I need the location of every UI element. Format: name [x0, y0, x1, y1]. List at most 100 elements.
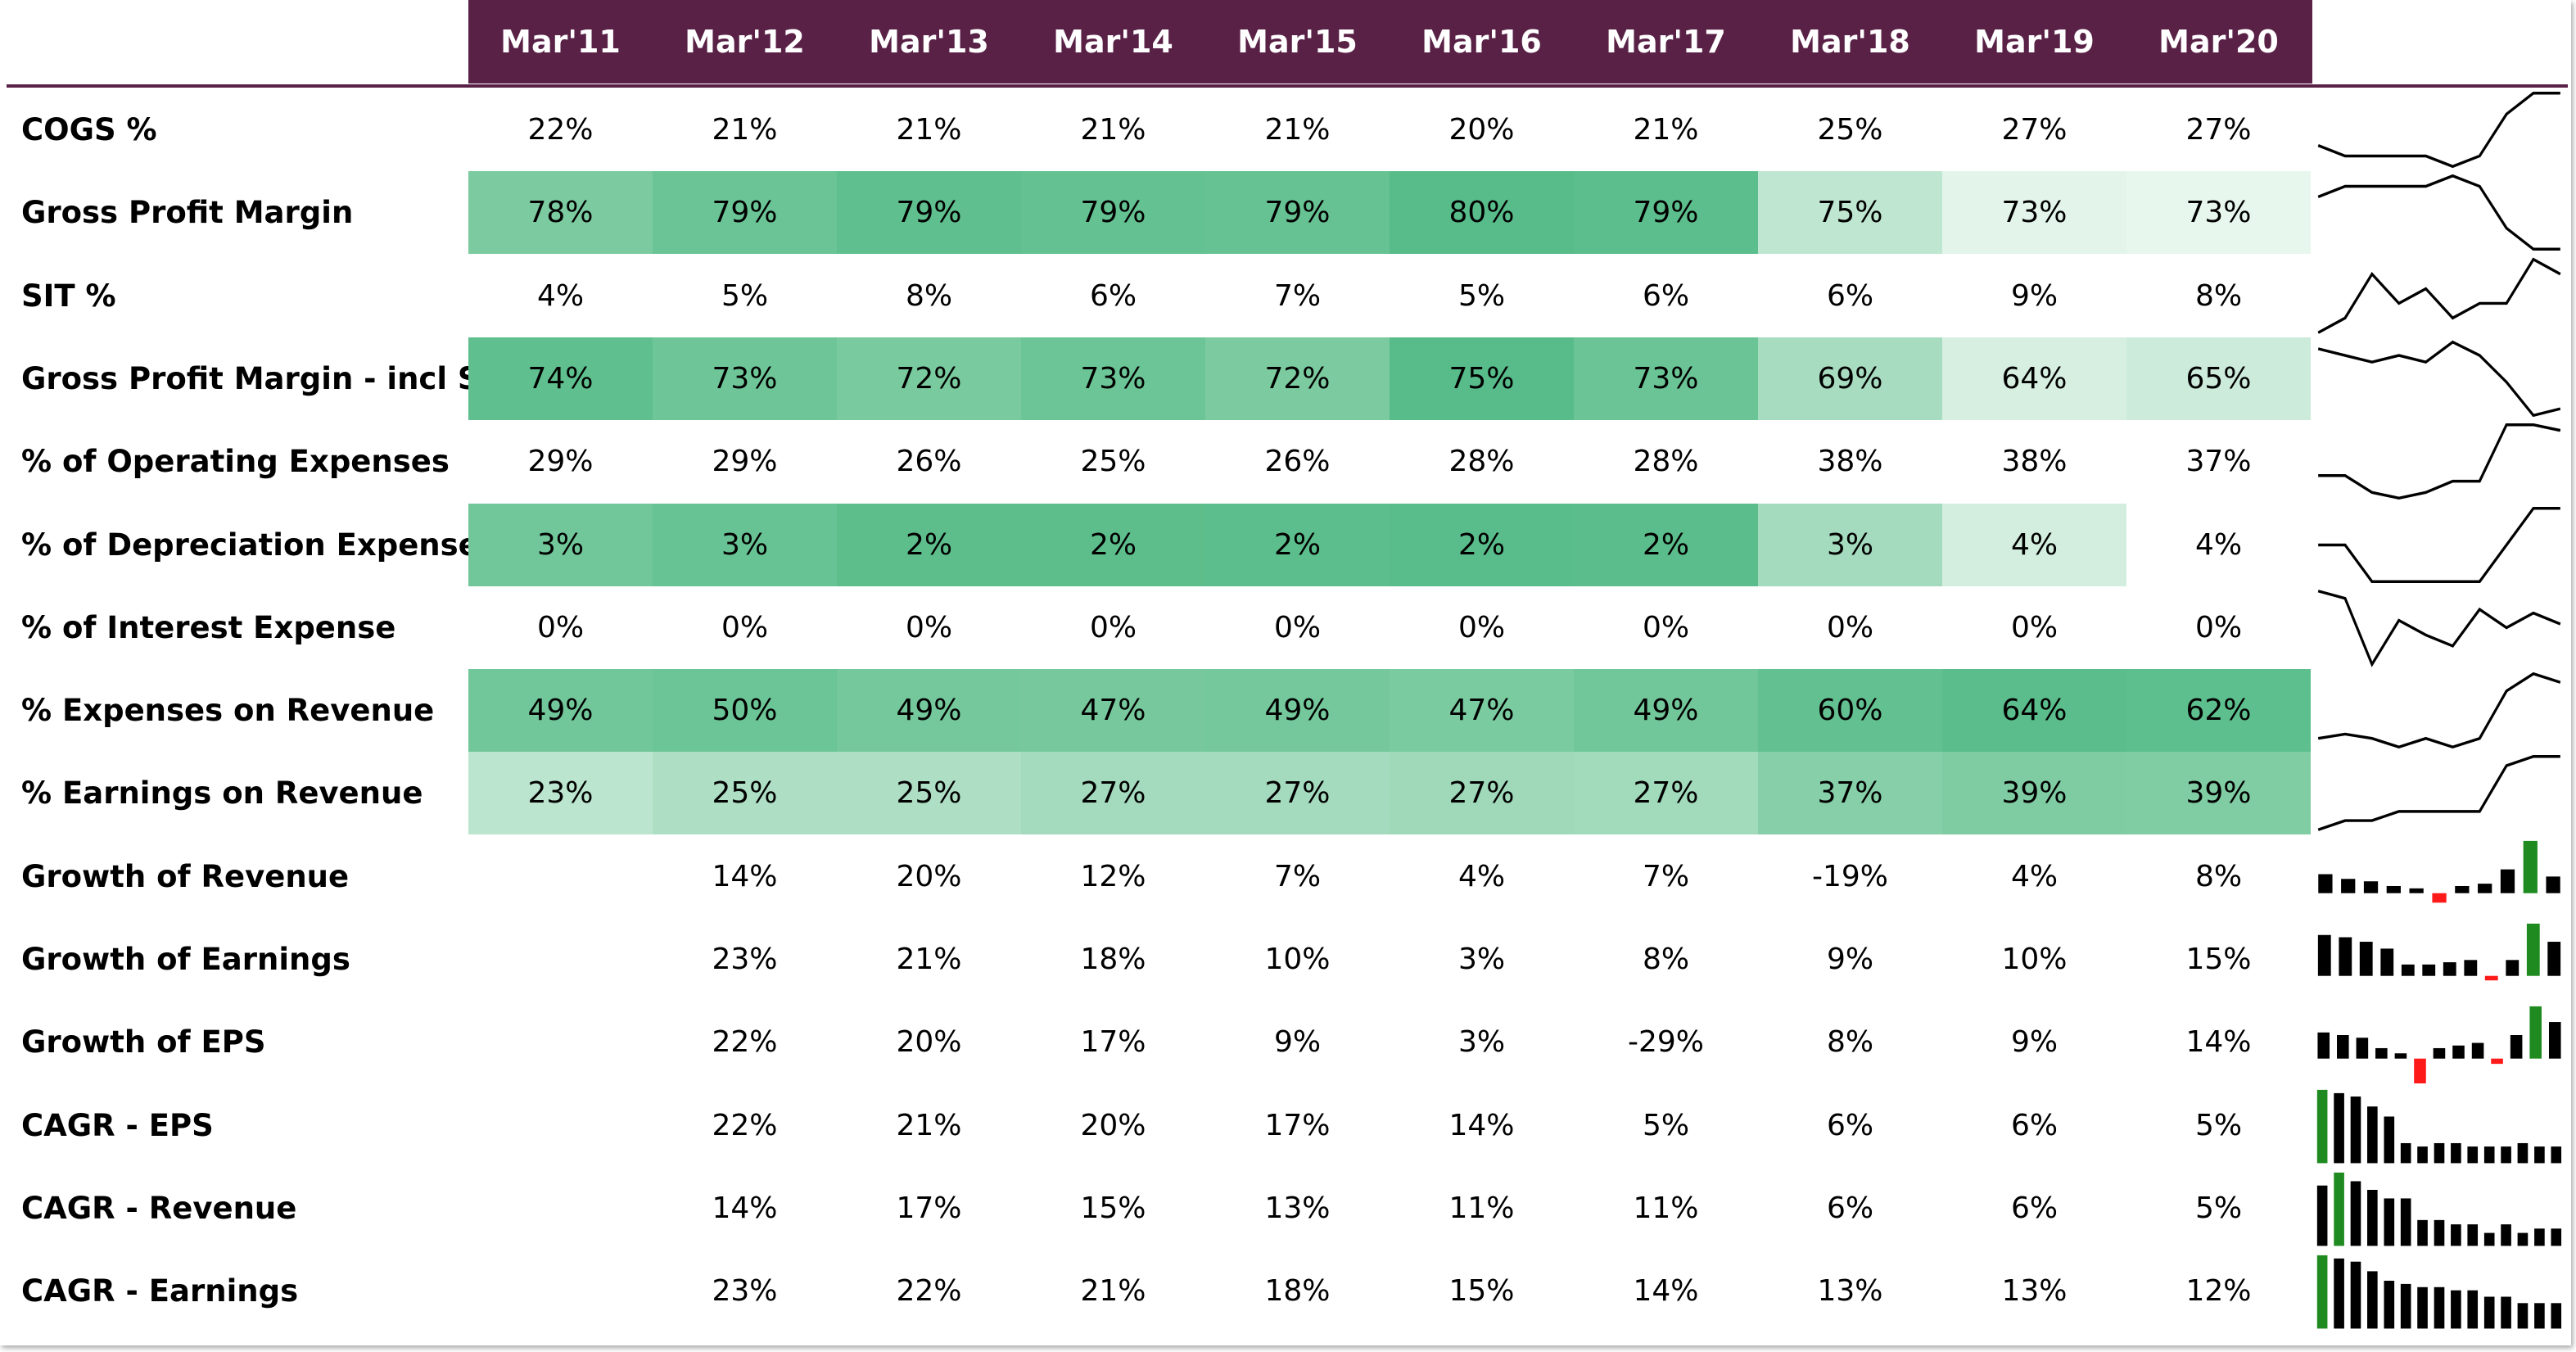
sparkline-bar [2484, 975, 2498, 981]
row-label: % of Depreciation Expense [21, 527, 479, 563]
value-cell: 80% [1390, 171, 1574, 255]
value-cell: 18% [1080, 943, 1146, 976]
sparkline-bar [2384, 1281, 2395, 1329]
value-cell: 9% [1826, 943, 1874, 976]
value-cell: 22% [527, 113, 594, 147]
value-cell: 73% [1942, 171, 2126, 255]
value-cell [468, 918, 653, 1001]
value-cell: 23% [712, 1274, 778, 1309]
sparkline-bar [2546, 876, 2560, 893]
value-cell: 38% [1817, 445, 1883, 479]
table-row: % of Depreciation Expense 3% 3% 2% 2% 2% 2% 2% 3… [0, 503, 2571, 586]
sparkline-path [2317, 257, 2561, 334]
sparkline-bar [2434, 1286, 2445, 1329]
sparkline-bar [2334, 1258, 2344, 1329]
sparkline-bar [2510, 1035, 2523, 1059]
value-cell: 7% [1642, 859, 1690, 893]
value-cell: 26% [896, 445, 962, 479]
sparkline-bar [2451, 1142, 2461, 1164]
value-cell: 15% [1448, 1274, 1515, 1309]
sparkline-bar [2471, 1042, 2484, 1059]
column-header-month: Mar'17 [1606, 24, 1726, 60]
value-cell: 27% [1205, 752, 1390, 835]
value-cell: 7% [1273, 278, 1322, 313]
sparkline-bar [2478, 883, 2492, 893]
value-cell: 0% [2010, 610, 2059, 644]
value-cell: 49% [1205, 669, 1390, 753]
value-cell: 15% [1080, 1191, 1146, 1225]
value-cell: 17% [1080, 1025, 1146, 1060]
value-cell: 9% [1273, 1025, 1322, 1060]
value-cell: 4% [2194, 527, 2243, 562]
value-cell: 13% [1264, 1191, 1331, 1225]
value-cell: 10% [1264, 943, 1331, 976]
value-cell: 39% [1942, 752, 2126, 835]
sparkline-bar [2356, 1038, 2369, 1059]
value-cell: 25% [1817, 113, 1883, 147]
value-cell: 4% [536, 278, 585, 313]
value-cell: 20% [896, 859, 962, 893]
sparkline-bar [2551, 1146, 2562, 1164]
sparkline-bar [2316, 1185, 2328, 1246]
sparkline-bar [2483, 1296, 2495, 1329]
value-cell: 37% [1758, 752, 1942, 835]
sparkline-bar [2317, 1033, 2330, 1059]
value-cell: 0% [536, 610, 585, 644]
value-cell: 3% [1758, 503, 1942, 586]
value-cell: 8% [2194, 278, 2243, 313]
row-label: % of Operating Expenses [21, 444, 450, 480]
sparkbar-chart [2316, 1255, 2562, 1329]
sparkline-chart [2317, 174, 2560, 251]
value-cell: 22% [896, 1274, 962, 1309]
value-cell: 3% [1457, 943, 1506, 976]
sparkline-bar [2433, 1048, 2446, 1059]
sparkline-bar [2394, 1053, 2407, 1059]
sparkline-bar [2451, 1290, 2461, 1329]
value-cell: 27% [1390, 752, 1574, 835]
value-cell [468, 1001, 653, 1083]
value-cell: 8% [1642, 943, 1690, 976]
value-cell: 20% [1448, 113, 1515, 147]
sparkline-bar [2467, 1224, 2479, 1246]
value-cell: 6% [2010, 1191, 2059, 1225]
value-cell: 47% [1390, 669, 1574, 753]
row-label: Growth of EPS [21, 1024, 266, 1060]
value-cell: 6% [1642, 278, 1690, 313]
sparkline-bar [2529, 1006, 2542, 1059]
column-header-month: Mar'15 [1237, 24, 1358, 60]
sparkline-bar [2534, 1146, 2545, 1164]
sparkline-bar [2534, 1228, 2545, 1246]
sparkline-path [2317, 589, 2561, 667]
value-cell: 3% [653, 503, 837, 586]
sparkline-chart [2317, 340, 2561, 418]
sparkbar-chart [2316, 1089, 2562, 1164]
sparkline-bar [2400, 1142, 2411, 1164]
sparkline-bar [2417, 1286, 2428, 1329]
value-cell: 0% [2194, 610, 2243, 644]
sparkline-bar [2547, 942, 2561, 976]
sparkline-bar [2367, 1106, 2378, 1164]
value-cell: 21% [1264, 113, 1331, 147]
value-cell: 4% [1942, 503, 2126, 586]
sparkline-bar [2367, 1271, 2378, 1329]
value-cell: 72% [1205, 337, 1390, 420]
value-cell: 20% [1080, 1108, 1146, 1142]
table-row: CAGR - EPS 22% 21% 20% 17% 14% 5% 6% 6% 5% [0, 1084, 2571, 1167]
table-row: Gross Profit Margin - incl SIT 74% 73% 72% 7… [0, 337, 2571, 420]
value-cell [468, 835, 653, 918]
value-cell: 21% [1080, 1274, 1146, 1309]
sparkline-bar [2501, 1296, 2511, 1329]
row-label: Gross Profit Margin - incl SIT [21, 360, 512, 396]
value-cell: 5% [2194, 1191, 2243, 1225]
sparkline-bar [2363, 880, 2379, 893]
header-divider [7, 84, 2568, 88]
sparkline-bar [2551, 1228, 2562, 1246]
sparkline-path [2317, 671, 2561, 749]
value-cell: 0% [1826, 610, 1874, 644]
value-cell: 3% [1457, 1025, 1506, 1060]
value-cell: 14% [2185, 1025, 2252, 1060]
sparkline-bar [2455, 885, 2470, 893]
table-row: % Expenses on Revenue 49% 50% 49% 47% 49% 47% 4… [0, 669, 2571, 753]
value-cell: 21% [1633, 113, 1699, 147]
sparkline-path [2317, 755, 2560, 832]
